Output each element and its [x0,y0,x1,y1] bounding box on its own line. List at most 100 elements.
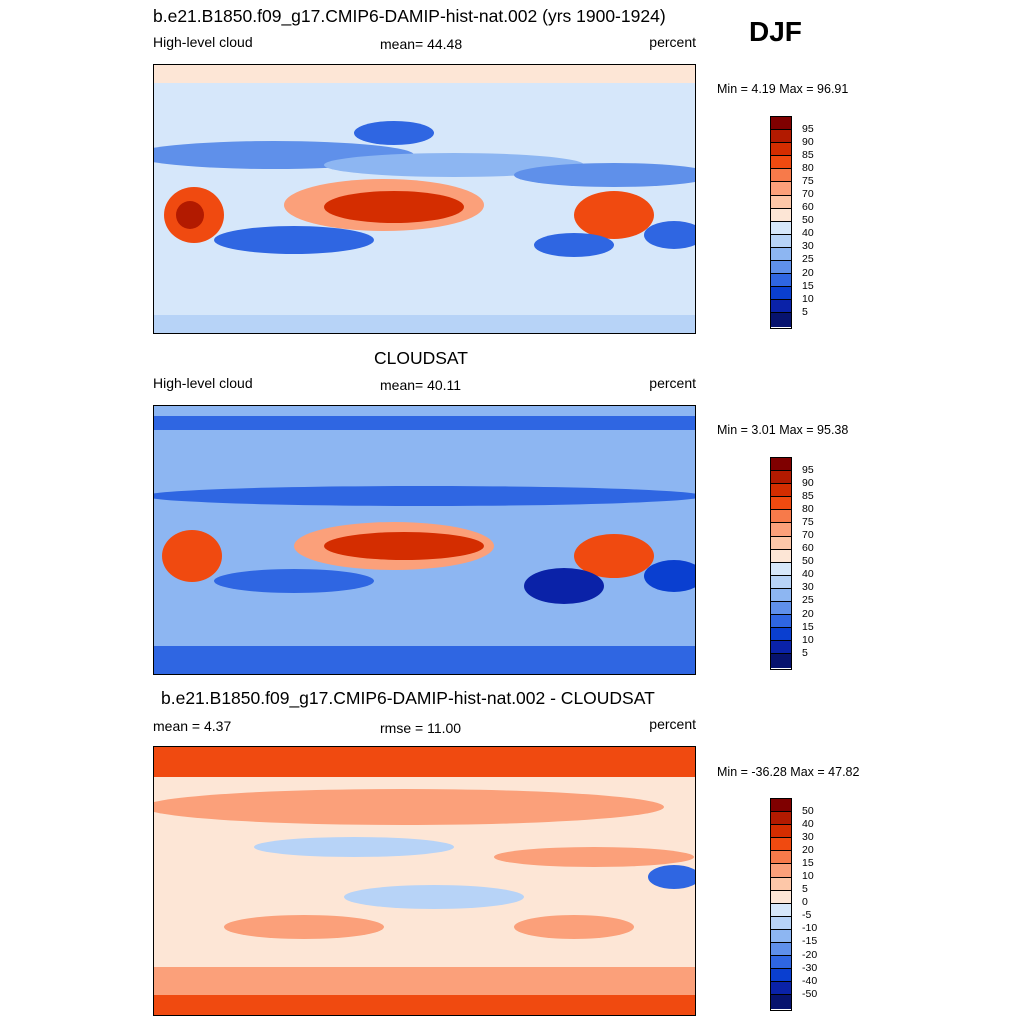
colorbar-tick-label: 85 [802,148,814,161]
colorbar-tick-label: 15 [802,279,814,292]
colorbar-swatch [771,274,791,288]
colorbar-swatch [771,890,791,904]
colorbar-tick-label: 0 [802,896,808,909]
panel-2-variable-label: High-level cloud [153,375,253,391]
colorbar-tick-label: -15 [802,935,818,948]
panel-3-rmse-label: rmse = 11.00 [380,720,462,736]
colorbar-swatch [771,864,791,878]
colorbar-tick-label: 20 [802,843,814,856]
colorbar-tick-label: 5 [802,305,808,318]
colorbar-swatch [771,182,791,196]
colorbar-swatch [771,903,791,917]
colorbar-tick-label: 50 [802,555,814,568]
colorbar-swatch [771,956,791,970]
panel-1-title: b.e21.B1850.f09_g17.CMIP6-DAMIP-hist-nat… [153,6,666,26]
colorbar-swatch [771,195,791,209]
panel-2-title: CLOUDSAT [374,348,468,368]
colorbar-tick-label: 50 [802,804,814,817]
colorbar-tick-label: 5 [802,883,808,896]
colorbar-tick-label: -50 [802,987,818,1000]
colorbar-swatch [771,510,791,524]
panel-2-map [153,405,696,675]
colorbar-tick-label: 70 [802,528,814,541]
colorbar-tick-label: 40 [802,568,814,581]
colorbar-swatch [771,458,791,472]
colorbar-tick-label: 30 [802,830,814,843]
panel-3-units-label: percent [649,716,696,732]
panel-2-map-field [154,406,695,674]
colorbar-swatch [771,799,791,813]
colorbar-tick-label: -40 [802,974,818,987]
colorbar-swatch [771,588,791,603]
colorbar-swatch [771,117,791,131]
colorbar-swatch [771,851,791,865]
panel-1-colorbar-labels: 95 90 85 80 75 70 60 50 40 30 25 20 15 10 5 [802,116,814,318]
colorbar-swatch [771,143,791,157]
colorbar-swatch [771,812,791,826]
colorbar-tick-label: 95 [802,463,814,476]
colorbar-tick-label: 75 [802,515,814,528]
colorbar-swatch [771,995,791,1009]
panel-2-colorbar [770,457,792,670]
panel-1-colorbar [770,116,792,329]
colorbar-tick-label: -5 [802,909,812,922]
colorbar-swatch [771,234,791,248]
panel-3-minmax: Min = -36.28 Max = 47.82 [717,765,860,779]
colorbar-tick-label: -20 [802,948,818,961]
panel-1-units-label: percent [649,34,696,50]
colorbar-swatch [771,825,791,839]
panel-3-map [153,746,696,1016]
colorbar-tick-label: 60 [802,201,814,214]
panel-3-colorbar-labels: 50 40 30 20 15 10 5 0 -5 -10 -15 -20 -30 -40 -50 [802,798,818,1000]
colorbar-swatch [771,929,791,944]
colorbar-tick-label: -30 [802,961,818,974]
colorbar-tick-label: 90 [802,476,814,489]
colorbar-swatch [771,156,791,170]
colorbar-swatch [771,261,791,275]
colorbar-tick-label: 5 [802,646,808,659]
colorbar-tick-label: 25 [802,594,814,607]
colorbar-tick-label: 10 [802,869,814,882]
colorbar-tick-label: 30 [802,581,814,594]
colorbar-swatch [771,536,791,550]
season-label: DJF [749,16,802,47]
colorbar-tick-label: 75 [802,174,814,187]
colorbar-swatch [771,943,791,957]
colorbar-swatch [771,615,791,629]
colorbar-tick-label: 40 [802,817,814,830]
colorbar-swatch [771,549,791,563]
colorbar-tick-label: 60 [802,542,814,555]
panel-1-variable-label: High-level cloud [153,34,253,50]
panel-1-minmax: Min = 4.19 Max = 96.91 [717,82,849,96]
colorbar-tick-label: 40 [802,227,814,240]
panel-2-units-label: percent [649,375,696,391]
colorbar-swatch [771,313,791,327]
colorbar-swatch [771,641,791,655]
panel-3-colorbar [770,798,792,1011]
colorbar-tick-label: 25 [802,253,814,266]
colorbar-tick-label: 95 [802,122,814,135]
panel-3-title: b.e21.B1850.f09_g17.CMIP6-DAMIP-hist-nat… [161,688,655,708]
colorbar-swatch [771,969,791,983]
colorbar-swatch [771,300,791,314]
colorbar-swatch [771,877,791,891]
colorbar-swatch [771,602,791,616]
panel-3-mean-label: mean = 4.37 [153,718,232,734]
colorbar-swatch [771,484,791,498]
colorbar-swatch [771,497,791,511]
colorbar-swatch [771,247,791,262]
colorbar-tick-label: -10 [802,922,818,935]
colorbar-tick-label: 70 [802,187,814,200]
panel-2-mean-label: mean= 40.11 [380,377,462,393]
colorbar-tick-label: 15 [802,856,814,869]
colorbar-swatch [771,221,791,235]
colorbar-swatch [771,130,791,144]
panel-2-minmax: Min = 3.01 Max = 95.38 [717,423,849,437]
colorbar-tick-label: 20 [802,607,814,620]
colorbar-tick-label: 80 [802,502,814,515]
panel-3-map-field [154,747,695,1015]
colorbar-swatch [771,471,791,485]
colorbar-tick-label: 10 [802,292,814,305]
panel-1-map-field [154,65,695,333]
colorbar-tick-label: 80 [802,161,814,174]
